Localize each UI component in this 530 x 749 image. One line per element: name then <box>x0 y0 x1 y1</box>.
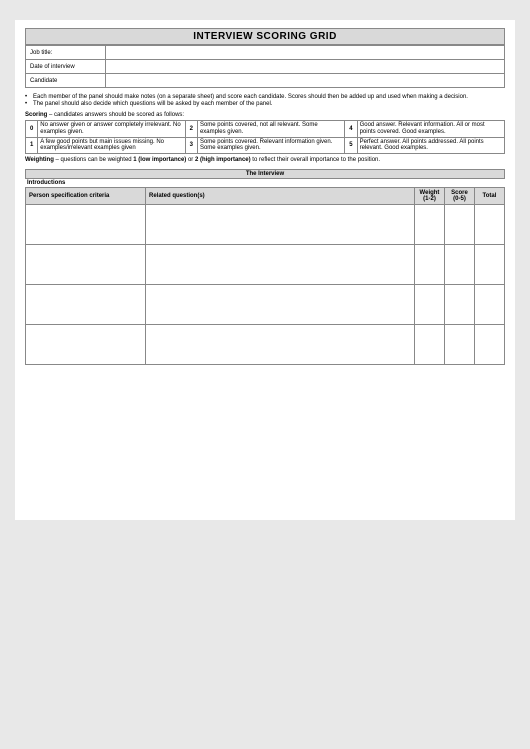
note-text: The panel should also decide which quest… <box>33 101 272 108</box>
weighting-text: to reflect their overall importance to t… <box>251 157 380 163</box>
col-total: Total <box>475 187 505 204</box>
weighting-line: Weighting – questions can be weighted 1 … <box>25 157 505 163</box>
col-weight: Weight (1-2) <box>415 187 445 204</box>
score-num: 2 <box>185 121 197 137</box>
table-row <box>26 204 505 244</box>
scoring-heading: Scoring – candidates answers should be s… <box>25 112 505 118</box>
weighting-bold: 2 (high importance) <box>195 157 251 163</box>
score-desc: Some points covered, not all relevant. S… <box>197 121 344 137</box>
document-page: INTERVIEW SCORING GRID Job title: Date o… <box>15 20 515 520</box>
date-label: Date of interview <box>26 60 106 74</box>
job-title-value[interactable] <box>106 46 505 60</box>
interview-header: The Interview <box>25 169 505 179</box>
scoring-suffix: – candidates answers should be scored as… <box>47 112 184 118</box>
score-desc: Some points covered. Relevant informatio… <box>197 137 344 153</box>
candidate-value[interactable] <box>106 74 505 88</box>
col-questions: Related question(s) <box>146 187 415 204</box>
job-title-label: Job title: <box>26 46 106 60</box>
candidate-label: Candidate <box>26 74 106 88</box>
bullet-icon: • <box>25 101 33 108</box>
score-desc: Perfect answer. All points addressed. Al… <box>357 137 504 153</box>
introductions-label: Introductions <box>25 179 505 187</box>
weighting-bold: 1 (low importance) <box>133 157 186 163</box>
table-row <box>26 324 505 364</box>
note-text: Each member of the panel should make not… <box>33 94 468 101</box>
table-row <box>26 244 505 284</box>
weighting-text: – questions can be weighted <box>54 157 133 163</box>
score-desc: No answer given or answer completely irr… <box>38 121 185 137</box>
bullet-icon: • <box>25 94 33 101</box>
header-table: Job title: Date of interview Candidate <box>25 45 505 88</box>
weighting-label: Weighting <box>25 157 54 163</box>
date-value[interactable] <box>106 60 505 74</box>
score-desc: A few good points but main issues missin… <box>38 137 185 153</box>
score-num: 1 <box>26 137 38 153</box>
score-num: 4 <box>345 121 357 137</box>
score-num: 3 <box>185 137 197 153</box>
col-score: Score (0-5) <box>445 187 475 204</box>
score-num: 0 <box>26 121 38 137</box>
weighting-text: or <box>186 157 195 163</box>
main-table: Person specification criteria Related qu… <box>25 187 505 365</box>
col-criteria: Person specification criteria <box>26 187 146 204</box>
notes-section: • Each member of the panel should make n… <box>25 94 505 108</box>
table-row <box>26 284 505 324</box>
score-desc: Good answer. Relevant information. All o… <box>357 121 504 137</box>
scoring-label: Scoring <box>25 112 47 118</box>
scoring-table: 0 No answer given or answer completely i… <box>25 120 505 153</box>
page-title: INTERVIEW SCORING GRID <box>25 28 505 45</box>
score-num: 5 <box>345 137 357 153</box>
